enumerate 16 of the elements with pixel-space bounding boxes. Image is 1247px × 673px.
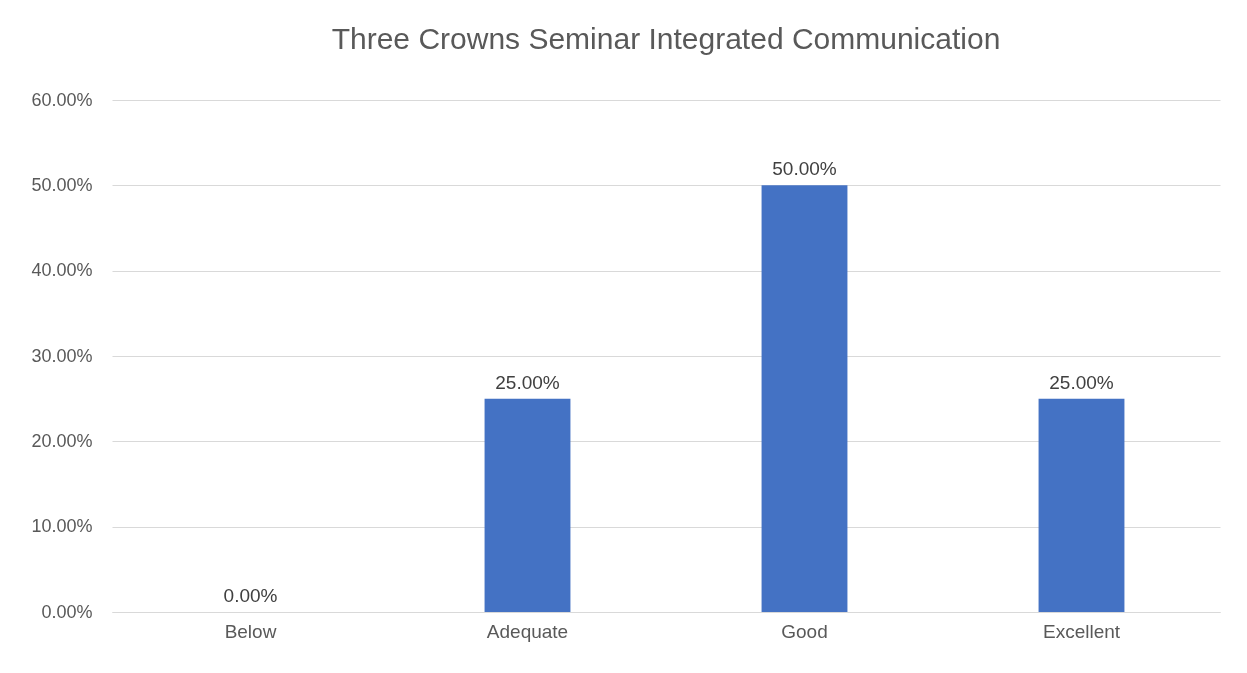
x-tick-label: Adequate	[486, 620, 569, 642]
y-tick-label: 30.00%	[31, 345, 93, 366]
y-tick-label: 60.00%	[31, 89, 93, 110]
x-tick-label: Excellent	[1042, 620, 1121, 642]
data-label: 50.00%	[772, 158, 837, 180]
y-tick-label: 10.00%	[31, 516, 93, 537]
x-tick-label: Good	[781, 620, 828, 642]
data-label: 25.00%	[495, 371, 560, 393]
y-tick-label: 20.00%	[31, 430, 93, 451]
chart-title: Three Crowns Seminar Integrated Communication	[331, 22, 1001, 55]
data-label: 0.00%	[223, 585, 278, 606]
x-tick-label: Below	[224, 620, 277, 642]
y-tick-label: 50.00%	[31, 174, 93, 195]
data-label: 25.00%	[1049, 371, 1114, 393]
y-tick-label: 40.00%	[31, 260, 93, 281]
y-tick-label: 0.00%	[41, 601, 93, 622]
